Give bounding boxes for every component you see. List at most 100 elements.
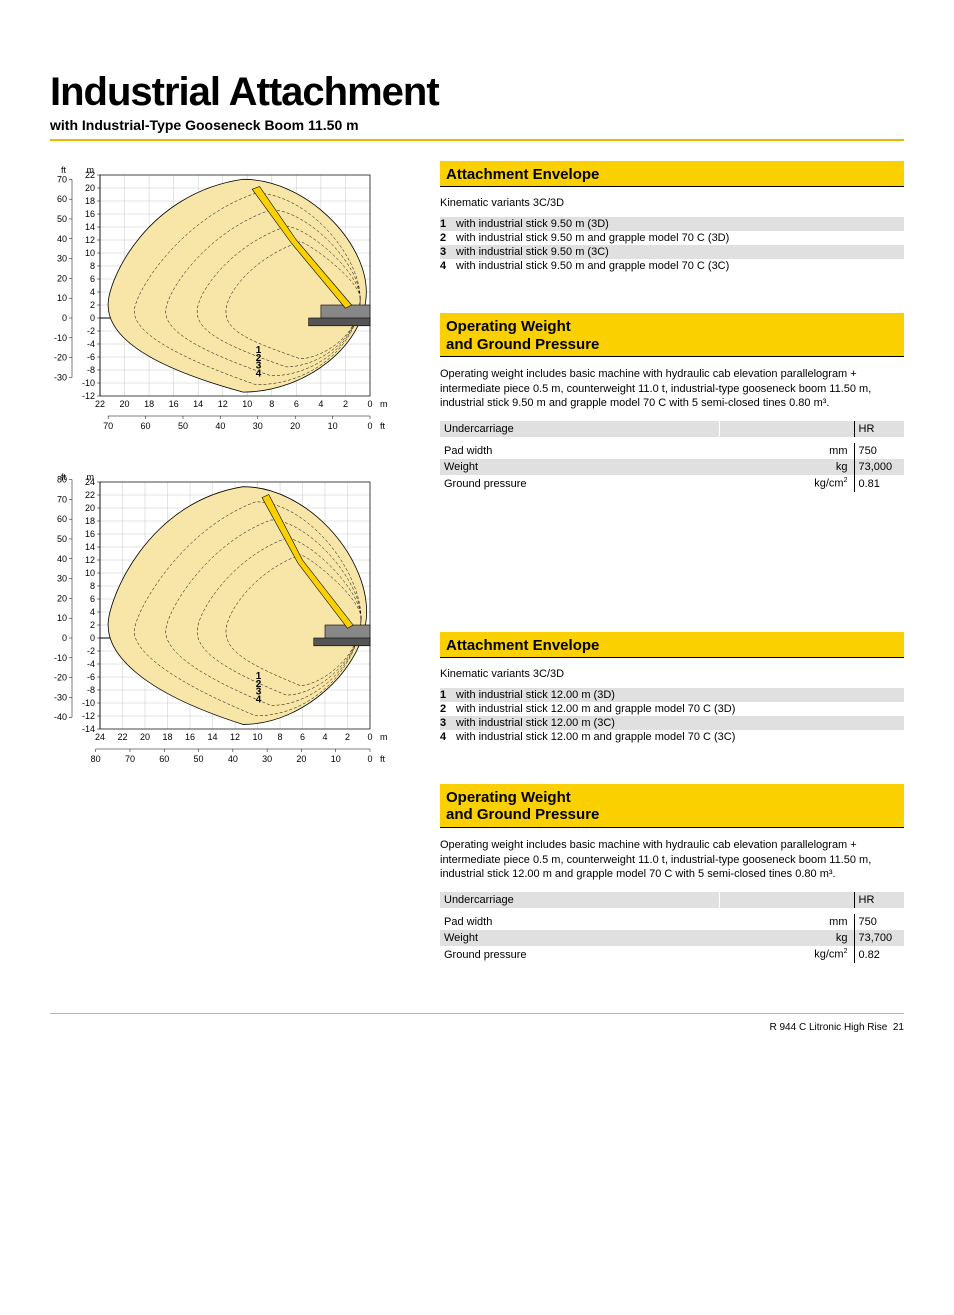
svg-text:-12: -12 xyxy=(82,391,95,401)
svg-text:-10: -10 xyxy=(82,698,95,708)
variant-list: 1with industrial stick 12.00 m (3D)2with… xyxy=(440,688,904,744)
svg-text:70: 70 xyxy=(57,494,67,504)
svg-text:20: 20 xyxy=(140,732,150,742)
svg-text:70: 70 xyxy=(125,754,135,764)
svg-text:ft: ft xyxy=(380,754,386,764)
svg-text:20: 20 xyxy=(85,503,95,513)
svg-text:0: 0 xyxy=(90,633,95,643)
svg-text:60: 60 xyxy=(141,421,151,431)
svg-text:18: 18 xyxy=(85,516,95,526)
spec-table: UndercarriageHRPad widthmm750Weightkg73,… xyxy=(440,421,904,492)
svg-text:10: 10 xyxy=(331,754,341,764)
variant-number: 2 xyxy=(440,232,456,244)
footer-rule xyxy=(50,1013,904,1014)
svg-text:10: 10 xyxy=(328,421,338,431)
svg-text:14: 14 xyxy=(193,399,203,409)
svg-text:60: 60 xyxy=(159,754,169,764)
svg-text:-8: -8 xyxy=(87,685,95,695)
svg-text:16: 16 xyxy=(85,529,95,539)
svg-text:50: 50 xyxy=(194,754,204,764)
svg-text:20: 20 xyxy=(290,421,300,431)
svg-text:12: 12 xyxy=(218,399,228,409)
envelope-title: Attachment Envelope xyxy=(446,637,898,654)
variant-row: 2with industrial stick 12.00 m and grapp… xyxy=(440,702,904,716)
section-operating-1: Operating Weightand Ground Pressure Oper… xyxy=(440,313,904,492)
svg-text:10: 10 xyxy=(57,613,67,623)
envelope-title: Attachment Envelope xyxy=(446,166,898,183)
svg-text:6: 6 xyxy=(90,274,95,284)
svg-text:4: 4 xyxy=(322,732,327,742)
svg-text:-30: -30 xyxy=(54,372,67,382)
svg-text:70: 70 xyxy=(57,174,67,184)
page-title: Industrial Attachment xyxy=(50,70,904,115)
svg-text:m: m xyxy=(87,165,95,175)
svg-text:16: 16 xyxy=(85,209,95,219)
svg-text:60: 60 xyxy=(57,514,67,524)
section-operating-2: Operating Weightand Ground Pressure Oper… xyxy=(440,784,904,963)
svg-text:80: 80 xyxy=(91,754,101,764)
variant-row: 4with industrial stick 12.00 m and grapp… xyxy=(440,730,904,744)
svg-text:12: 12 xyxy=(85,235,95,245)
section-envelope-1: Attachment Envelope Kinematic variants 3… xyxy=(440,161,904,273)
svg-text:6: 6 xyxy=(300,732,305,742)
footer-page: 21 xyxy=(893,1022,904,1033)
variant-row: 1with industrial stick 12.00 m (3D) xyxy=(440,688,904,702)
variant-text: with industrial stick 9.50 m (3C) xyxy=(456,246,609,258)
svg-text:4: 4 xyxy=(256,694,262,705)
svg-text:14: 14 xyxy=(85,542,95,552)
svg-text:50: 50 xyxy=(178,421,188,431)
variant-number: 3 xyxy=(440,717,456,729)
svg-text:8: 8 xyxy=(90,261,95,271)
svg-text:0: 0 xyxy=(367,421,372,431)
svg-text:0: 0 xyxy=(62,633,67,643)
svg-text:-4: -4 xyxy=(87,659,95,669)
svg-text:22: 22 xyxy=(95,399,105,409)
svg-text:10: 10 xyxy=(85,248,95,258)
svg-text:40: 40 xyxy=(57,554,67,564)
variant-list: 1with industrial stick 9.50 m (3D)2with … xyxy=(440,217,904,273)
svg-text:20: 20 xyxy=(120,399,130,409)
page-subtitle: with Industrial-Type Gooseneck Boom 11.5… xyxy=(50,117,904,133)
svg-text:30: 30 xyxy=(57,254,67,264)
svg-text:m: m xyxy=(380,399,388,409)
left-column: 1234 -12-10-8-6-4-20246810121416182022-3… xyxy=(50,161,410,1003)
svg-text:-2: -2 xyxy=(87,326,95,336)
svg-text:-10: -10 xyxy=(54,653,67,663)
svg-text:40: 40 xyxy=(228,754,238,764)
svg-text:40: 40 xyxy=(215,421,225,431)
content-columns: 1234 -12-10-8-6-4-20246810121416182022-3… xyxy=(50,161,904,1003)
variant-number: 4 xyxy=(440,731,456,743)
svg-text:70: 70 xyxy=(103,421,113,431)
variant-number: 4 xyxy=(440,260,456,272)
svg-text:10: 10 xyxy=(242,399,252,409)
svg-text:-14: -14 xyxy=(82,724,95,734)
variant-number: 1 xyxy=(440,218,456,230)
variant-row: 3with industrial stick 12.00 m (3C) xyxy=(440,716,904,730)
svg-text:-2: -2 xyxy=(87,646,95,656)
svg-text:-4: -4 xyxy=(87,339,95,349)
svg-text:2: 2 xyxy=(345,732,350,742)
variant-text: with industrial stick 12.00 m and grappl… xyxy=(456,731,735,743)
svg-text:12: 12 xyxy=(85,555,95,565)
svg-text:12: 12 xyxy=(230,732,240,742)
variant-row: 4with industrial stick 9.50 m and grappl… xyxy=(440,259,904,273)
variant-text: with industrial stick 12.00 m (3D) xyxy=(456,689,615,701)
svg-text:8: 8 xyxy=(269,399,274,409)
page-footer: R 944 C Litronic High Rise 21 xyxy=(50,1022,904,1033)
svg-text:2: 2 xyxy=(90,620,95,630)
svg-text:20: 20 xyxy=(296,754,306,764)
right-column: Attachment Envelope Kinematic variants 3… xyxy=(440,161,904,1003)
svg-text:20: 20 xyxy=(85,183,95,193)
envelope-chart-2: 1234 -14-12-10-8-6-4-2024681012141618202… xyxy=(50,468,410,771)
svg-text:6: 6 xyxy=(90,594,95,604)
svg-text:0: 0 xyxy=(367,399,372,409)
section-header: Attachment Envelope xyxy=(440,632,904,658)
svg-text:18: 18 xyxy=(85,196,95,206)
svg-text:ft: ft xyxy=(380,421,386,431)
svg-text:4: 4 xyxy=(256,369,262,380)
section-header: Operating Weightand Ground Pressure xyxy=(440,313,904,357)
svg-text:-10: -10 xyxy=(54,333,67,343)
variant-text: with industrial stick 9.50 m (3D) xyxy=(456,218,609,230)
svg-text:30: 30 xyxy=(262,754,272,764)
envelope-chart-1: 1234 -12-10-8-6-4-20246810121416182022-3… xyxy=(50,161,410,438)
